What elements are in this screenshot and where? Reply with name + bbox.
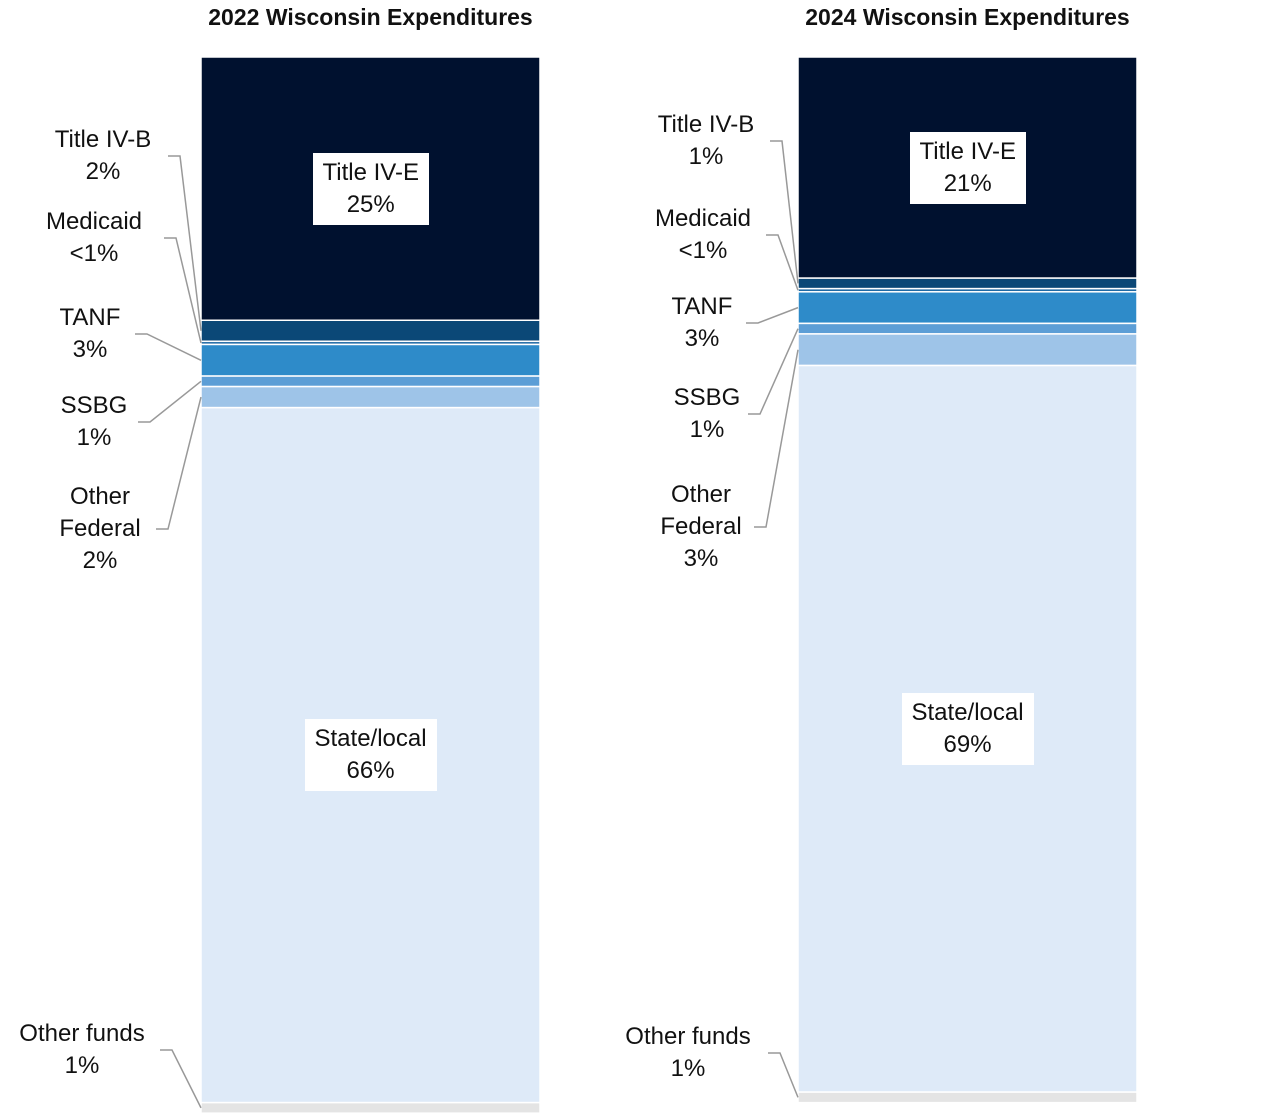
chart-title: 2024 Wisconsin Expenditures <box>805 4 1130 30</box>
bar-segment <box>200 385 541 409</box>
segment-label: SSBG 1% <box>44 390 144 454</box>
segment-name: Title IV-B <box>54 126 152 153</box>
segment-label: State/local 66% <box>304 719 437 792</box>
leader-line <box>748 328 799 415</box>
segment-name: State/local <box>911 698 1024 726</box>
segment-name: Medicaid <box>654 205 752 232</box>
leader-line <box>766 234 799 291</box>
segment-label: Title IV-B 2% <box>23 124 183 188</box>
segment-label: Other Federal 3% <box>651 479 751 575</box>
segment-value: 66% <box>346 757 395 785</box>
segment-name: Medicaid <box>45 208 143 235</box>
segment-value: <1% <box>69 240 119 267</box>
segment-value: 3% <box>72 336 108 363</box>
bar-segment <box>797 333 1138 367</box>
leader-line <box>746 306 799 324</box>
segment-label: Title IV-E 25% <box>312 152 429 225</box>
segment-label: Other funds 1% <box>2 1018 162 1082</box>
bar-segment <box>797 322 1138 335</box>
leader-line <box>168 155 202 331</box>
segment-name: Other funds <box>19 1020 145 1047</box>
leader-line <box>156 396 202 530</box>
segment-label: Medicaid <1% <box>623 203 783 267</box>
segment-label: Other Federal 2% <box>50 481 150 577</box>
bar-segment <box>797 277 1138 290</box>
segment-value: 25% <box>346 190 395 218</box>
segment-value: 2% <box>85 158 121 185</box>
segment-name: Title IV-B <box>657 111 755 138</box>
segment-value: 3% <box>683 545 719 572</box>
segment-name: TANF <box>671 293 733 320</box>
bar-segment <box>797 291 1138 325</box>
segment-label: TANF 3% <box>40 302 140 366</box>
leader-line <box>135 333 202 361</box>
bar-segment <box>200 375 541 388</box>
segment-label: Title IV-B 1% <box>626 109 786 173</box>
segment-name: Other Federal <box>59 483 141 542</box>
segment-label: SSBG 1% <box>657 382 757 446</box>
leader-line <box>770 140 799 284</box>
segment-label: State/local 69% <box>901 692 1034 765</box>
segment-value: 3% <box>684 325 720 352</box>
segment-name: Other Federal <box>660 481 742 540</box>
segment-name: State/local <box>314 725 427 753</box>
segment-value: 21% <box>943 169 992 197</box>
leader-line <box>160 1049 202 1109</box>
segment-label: Medicaid <1% <box>14 206 174 270</box>
segment-value: 1% <box>670 1055 706 1082</box>
segment-value: 1% <box>688 143 724 170</box>
segment-name: SSBG <box>673 384 741 411</box>
chart-title: 2022 Wisconsin Expenditures <box>208 4 533 30</box>
segment-value: 1% <box>76 424 112 451</box>
segment-name: SSBG <box>60 392 128 419</box>
segment-value: 1% <box>689 416 725 443</box>
segment-value: <1% <box>678 237 728 264</box>
segment-value: 1% <box>64 1052 100 1079</box>
segment-label: Title IV-E 21% <box>909 131 1026 204</box>
segment-value: 69% <box>943 730 992 758</box>
leader-line <box>164 237 202 344</box>
segment-label: Other funds 1% <box>608 1021 768 1085</box>
bar-segment <box>200 1101 541 1114</box>
bar-segment <box>797 1091 1138 1104</box>
leader-line <box>754 349 799 528</box>
segment-name: Other funds <box>625 1023 751 1050</box>
segment-name: TANF <box>59 304 121 331</box>
leader-line <box>768 1052 799 1098</box>
segment-value: 2% <box>82 547 118 574</box>
bar-segment <box>200 319 541 343</box>
segment-name: Title IV-E <box>919 137 1016 165</box>
bar-segment <box>200 343 541 377</box>
segment-name: Title IV-E <box>322 158 419 186</box>
segment-label: TANF 3% <box>652 291 752 355</box>
leader-line <box>138 380 202 423</box>
